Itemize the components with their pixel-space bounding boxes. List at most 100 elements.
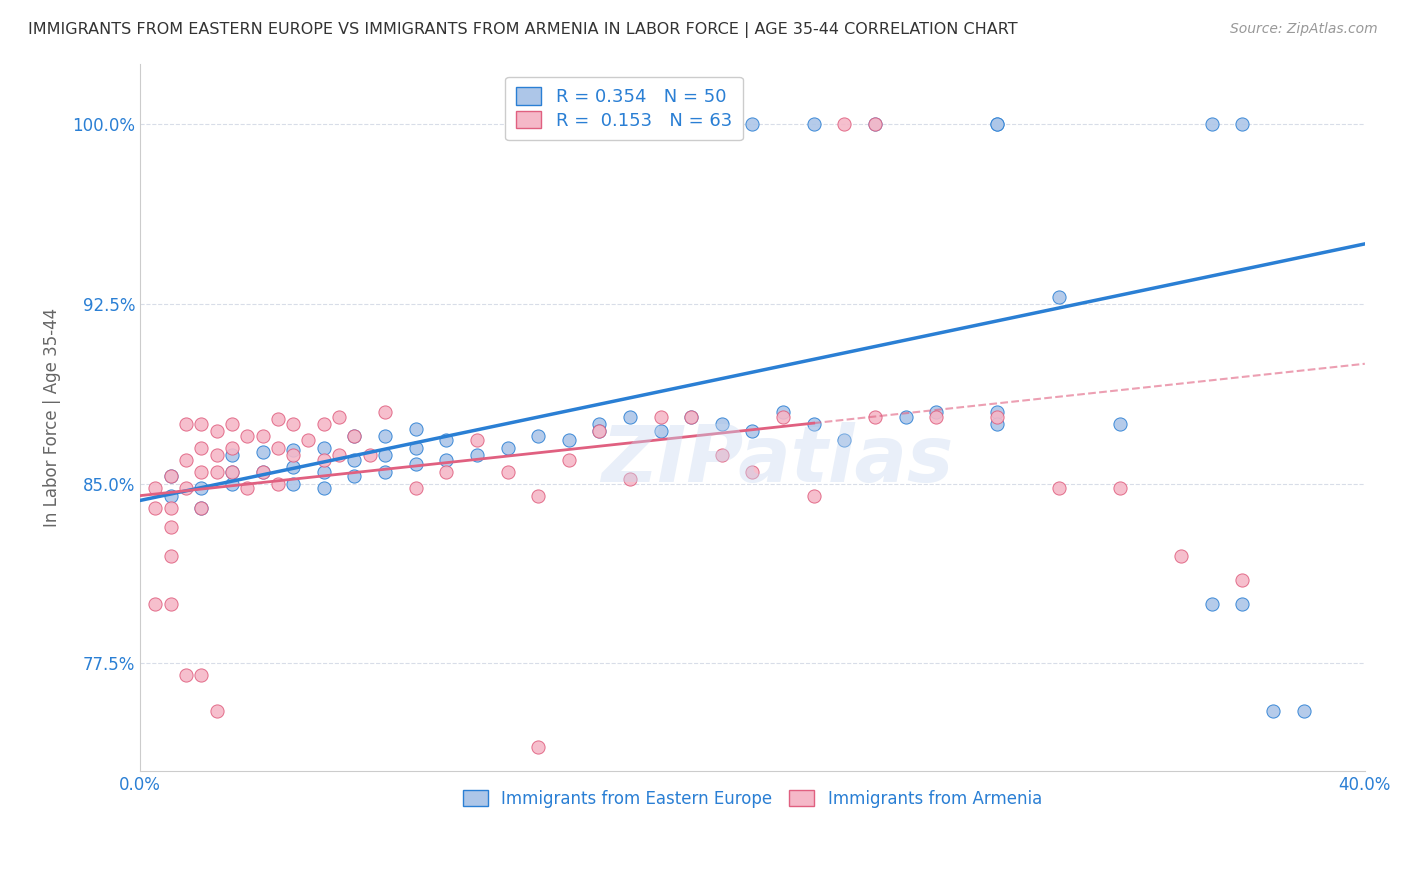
Legend: Immigrants from Eastern Europe, Immigrants from Armenia: Immigrants from Eastern Europe, Immigran… [454, 781, 1050, 816]
Point [283, 459, 305, 474]
Point [1232, 597, 1254, 611]
Point [267, 441, 290, 455]
Point [174, 417, 197, 431]
Point [1261, 705, 1284, 719]
Point [558, 434, 581, 448]
Point [159, 520, 181, 534]
Point [710, 448, 733, 462]
Point [986, 405, 1008, 419]
Point [527, 428, 550, 442]
Point [374, 405, 396, 419]
Point [252, 445, 274, 459]
Point [863, 117, 886, 131]
Point [312, 441, 335, 455]
Point [221, 465, 243, 479]
Point [925, 409, 948, 424]
Point [803, 117, 825, 131]
Point [527, 489, 550, 503]
Point [328, 448, 350, 462]
Point [343, 452, 366, 467]
Point [741, 117, 763, 131]
Point [527, 740, 550, 755]
Point [681, 409, 703, 424]
Point [374, 465, 396, 479]
Point [283, 448, 305, 462]
Point [434, 452, 457, 467]
Point [252, 465, 274, 479]
Point [588, 424, 610, 438]
Point [205, 448, 228, 462]
Point [221, 465, 243, 479]
Point [803, 489, 825, 503]
Point [374, 428, 396, 442]
Point [710, 417, 733, 431]
Point [312, 465, 335, 479]
Text: IMMIGRANTS FROM EASTERN EUROPE VS IMMIGRANTS FROM ARMENIA IN LABOR FORCE | AGE 3: IMMIGRANTS FROM EASTERN EUROPE VS IMMIGR… [28, 22, 1018, 38]
Point [312, 452, 335, 467]
Point [772, 405, 794, 419]
Point [741, 465, 763, 479]
Point [834, 117, 856, 131]
Point [190, 500, 212, 515]
Point [588, 424, 610, 438]
Point [1047, 290, 1070, 304]
Point [588, 417, 610, 431]
Point [283, 476, 305, 491]
Point [1201, 117, 1223, 131]
Point [359, 448, 381, 462]
Point [221, 417, 243, 431]
Point [496, 441, 519, 455]
Point [252, 428, 274, 442]
Point [834, 434, 856, 448]
Point [252, 465, 274, 479]
Point [1201, 597, 1223, 611]
Point [681, 409, 703, 424]
Point [1108, 482, 1130, 496]
Point [159, 469, 181, 483]
Point [434, 434, 457, 448]
Point [159, 549, 181, 563]
Point [558, 452, 581, 467]
Point [405, 421, 427, 435]
Point [741, 424, 763, 438]
Point [405, 458, 427, 472]
Point [434, 465, 457, 479]
Point [145, 500, 167, 515]
Point [145, 482, 167, 496]
Point [1047, 482, 1070, 496]
Point [650, 409, 672, 424]
Point [159, 500, 181, 515]
Point [650, 424, 672, 438]
Point [221, 476, 243, 491]
Point [986, 417, 1008, 431]
Point [619, 472, 641, 486]
Point [174, 452, 197, 467]
Point [190, 441, 212, 455]
Point [190, 668, 212, 682]
Point [312, 482, 335, 496]
Point [343, 428, 366, 442]
Point [267, 476, 290, 491]
Point [221, 441, 243, 455]
Point [374, 448, 396, 462]
Point [619, 409, 641, 424]
Point [1108, 417, 1130, 431]
Point [145, 597, 167, 611]
Point [772, 409, 794, 424]
Point [312, 417, 335, 431]
Point [328, 409, 350, 424]
Point [236, 482, 259, 496]
Point [863, 117, 886, 131]
Point [925, 405, 948, 419]
Point [863, 409, 886, 424]
Point [405, 482, 427, 496]
Point [159, 597, 181, 611]
Point [159, 489, 181, 503]
Point [465, 448, 488, 462]
Point [205, 705, 228, 719]
Point [496, 465, 519, 479]
Point [343, 469, 366, 483]
Point [159, 469, 181, 483]
Point [283, 443, 305, 458]
Text: ZIPatlas: ZIPatlas [600, 422, 953, 498]
